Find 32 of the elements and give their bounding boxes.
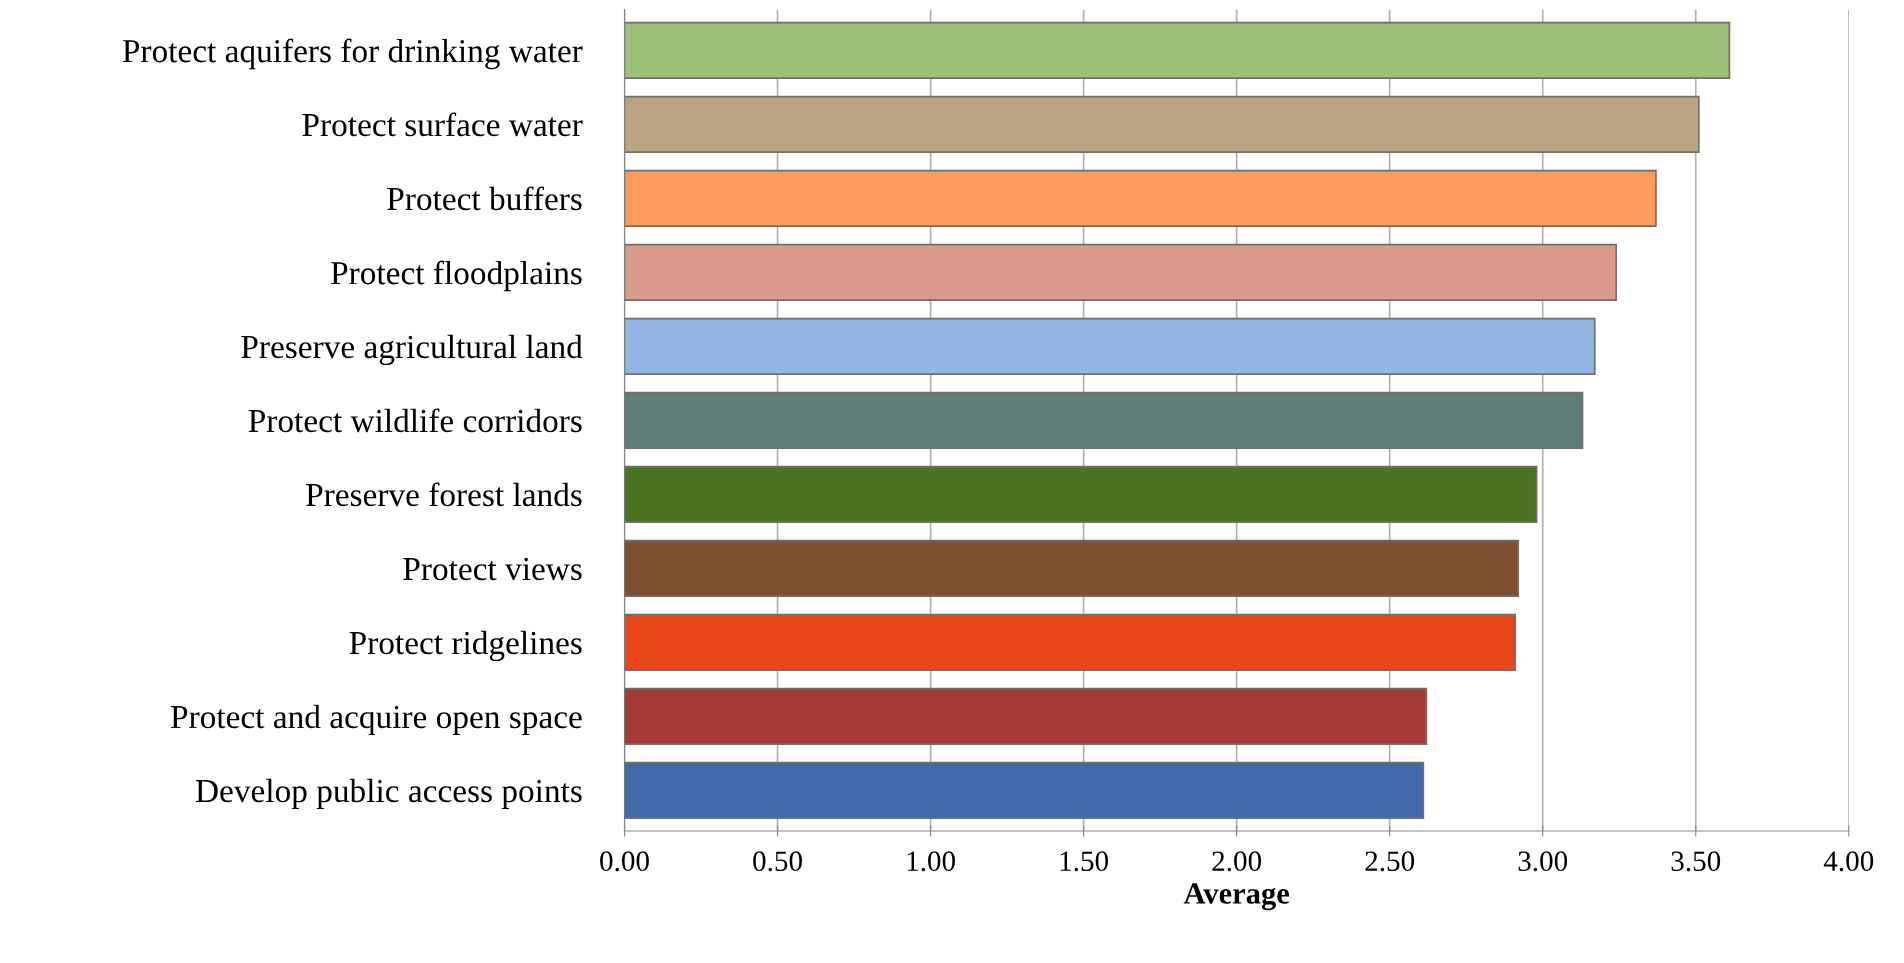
x-tick-label: 4.00 [1823,851,1874,872]
bar [624,687,1428,745]
y-tick-label: Protect wildlife corridors [248,408,582,433]
bar [624,169,1657,227]
bar [624,391,1584,449]
bar [624,613,1517,671]
x-axis-title: Average [1183,883,1290,911]
y-tick-label: Preserve agricultural land [241,334,583,366]
x-tick-label: 2.50 [1365,851,1415,872]
x-tick-label: 1.50 [1060,851,1109,872]
y-tick-label: Protect ridgelines [349,630,582,662]
bar [624,761,1425,819]
y-tick-label: Protect floodplains [331,260,582,292]
bar [624,317,1596,375]
x-tick-label: 1.00 [907,851,955,872]
y-tick-label: Develop public access points [195,778,582,810]
x-tick-label: 0.00 [600,851,649,872]
x-tick-label: 0.50 [753,851,802,872]
bar [624,243,1618,301]
bar [624,539,1520,597]
y-tick-label: Protect buffers [387,186,582,211]
y-tick-label: Protect views [403,557,582,581]
y-tick-label: Preserve forest lands [306,482,582,507]
x-tick-label: 2.00 [1212,851,1262,872]
x-tick-label: 3.50 [1671,851,1721,872]
bar [624,21,1731,79]
bar [624,95,1700,153]
x-tick-label: 3.00 [1518,851,1568,872]
y-tick-label: Protect aquifers for drinking water [122,38,583,70]
y-tick-label: Protect and acquire open space [171,704,582,736]
y-tick-label: Protect surface water [302,112,583,137]
bar [624,465,1538,523]
